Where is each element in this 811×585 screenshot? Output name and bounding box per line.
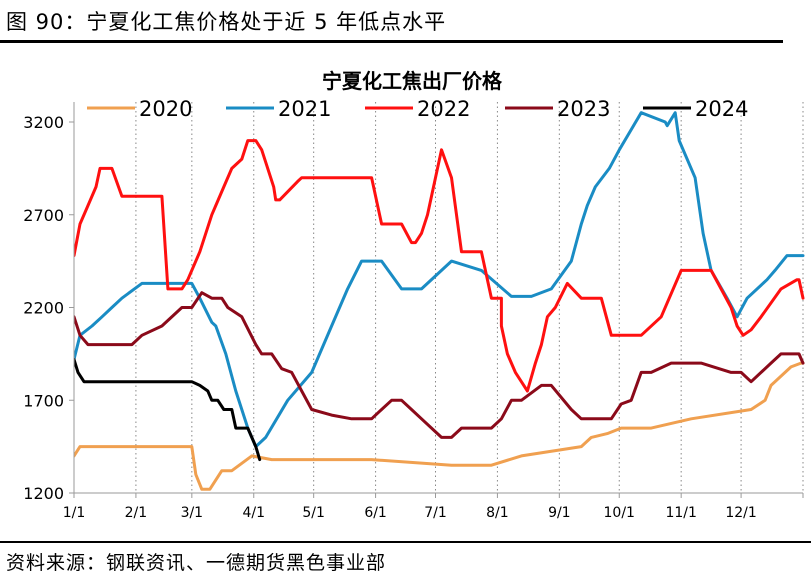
x-tick-label-6/1: 6/1 — [364, 505, 387, 521]
figure-title: 图 90：宁夏化工焦价格处于近 5 年低点水平 — [6, 10, 447, 34]
x-tick-label-9/1: 9/1 — [548, 505, 571, 521]
series-line-2023 — [74, 291, 805, 439]
legend-label-2024: 2024 — [695, 97, 748, 121]
series-lines — [74, 111, 805, 491]
y-tick-label-2700: 2700 — [23, 206, 64, 225]
legend-label-2021: 2021 — [278, 97, 331, 121]
y-tick-label-1200: 1200 — [23, 484, 64, 503]
series-line-2020 — [74, 361, 805, 491]
legend-label-2023: 2023 — [557, 97, 610, 121]
y-tick-label-2200: 2200 — [23, 299, 64, 318]
x-tick-label-5/1: 5/1 — [302, 505, 325, 521]
legend-label-2022: 2022 — [417, 97, 470, 121]
grid — [135, 102, 804, 493]
x-tick-label-8/1: 8/1 — [486, 505, 509, 521]
x-tick-label-3/1: 3/1 — [181, 505, 204, 521]
chart-title: 宁夏化工焦出厂价格 — [322, 69, 503, 93]
series-line-2022 — [74, 139, 805, 393]
x-tick-label-1/1: 1/1 — [63, 505, 86, 521]
x-tick-label-7/1: 7/1 — [424, 505, 447, 521]
legend: 2020 2021 2022 2023 2024 — [87, 97, 748, 121]
x-tick-label-11/1: 11/1 — [665, 505, 696, 521]
y-tick-label-3200: 3200 — [23, 113, 64, 132]
chart-panel: 1200 1700 2200 2700 3200 1/1 2/1 3/1 4/1 5/1 6/1 7/… — [12, 56, 807, 530]
bottom-rule — [0, 541, 811, 543]
series-line-2024 — [74, 357, 262, 462]
x-tick-label-2/1: 2/1 — [125, 505, 148, 521]
chart-svg: 1200 1700 2200 2700 3200 1/1 2/1 3/1 4/1 5/1 6/1 7/… — [23, 69, 805, 521]
series-line-2021 — [74, 111, 805, 449]
x-tick-label-4/1: 4/1 — [242, 505, 265, 521]
source-note: 资料来源：钢联资讯、一德期货黑色事业部 — [6, 552, 387, 574]
axes: 1200 1700 2200 2700 3200 1/1 2/1 3/1 4/1 5/1 6/1 7/… — [23, 102, 804, 521]
x-tick-label-10/1: 10/1 — [604, 505, 635, 521]
top-rule — [0, 40, 783, 43]
x-tick-label-12/1: 12/1 — [725, 505, 756, 521]
legend-label-2020: 2020 — [139, 97, 192, 121]
y-tick-label-1700: 1700 — [23, 391, 64, 410]
